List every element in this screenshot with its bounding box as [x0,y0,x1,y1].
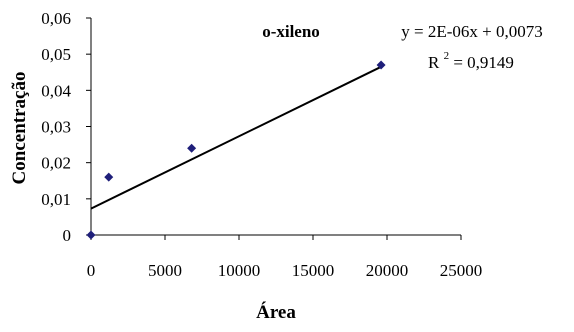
y-tick-label: 0,04 [41,81,71,100]
r-squared-value: = 0,9149 [453,53,514,72]
r-squared-exponent: 2 [444,50,450,62]
r-squared-prefix: R [428,53,440,72]
y-axis-title: Concentração [9,72,30,185]
x-tick-label: 0 [87,261,96,280]
data-points [86,60,386,240]
data-point [376,60,386,70]
x-axis-ticks: 0 5000 10000 15000 20000 25000 [87,235,483,280]
y-tick-label: 0,06 [41,9,71,28]
y-tick-label: 0,01 [41,190,71,209]
chart-title: o-xileno [262,22,320,41]
x-tick-label: 15000 [292,261,335,280]
x-tick-label: 10000 [218,261,261,280]
x-tick-label: 5000 [148,261,182,280]
y-tick-label: 0,02 [41,154,71,173]
r-squared-label: R 2 = 0,9149 [428,44,514,72]
x-axis-title: Área [256,301,296,323]
y-axis-ticks: 0 0,01 0,02 0,03 0,04 0,05 0,06 [41,9,91,245]
y-tick-label: 0 [63,226,72,245]
y-tick-label: 0,03 [41,118,71,137]
data-point [104,172,114,182]
trendline-equation: y = 2E-06x + 0,0073 [401,22,542,41]
data-point [86,230,96,240]
y-tick-label: 0,05 [41,45,71,64]
x-tick-label: 25000 [440,261,483,280]
axes [90,18,461,236]
x-tick-label: 20000 [366,261,409,280]
data-point [187,143,197,153]
trendline [90,65,382,210]
